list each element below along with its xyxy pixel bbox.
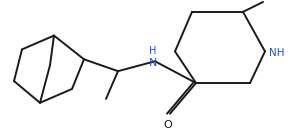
Text: N: N [149, 58, 157, 68]
Text: NH: NH [269, 48, 285, 58]
Text: O: O [164, 120, 172, 130]
Text: H: H [149, 46, 157, 56]
